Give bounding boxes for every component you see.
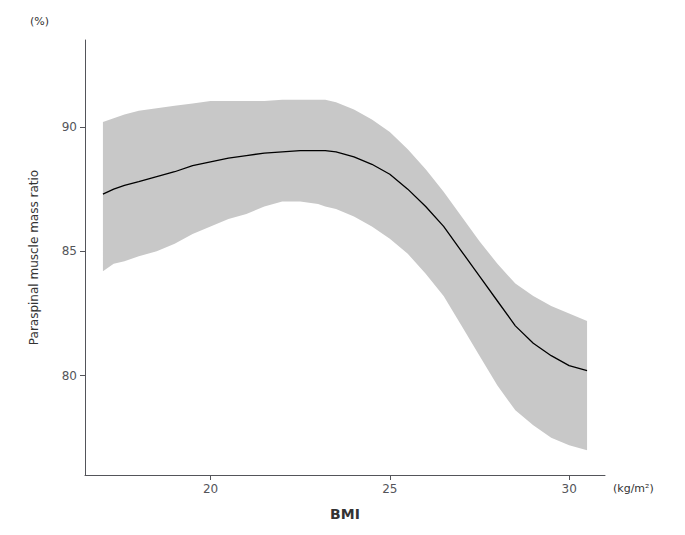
svg-text:85: 85: [62, 244, 77, 258]
svg-text:Paraspinal muscle mass ratio: Paraspinal muscle mass ratio: [27, 170, 41, 345]
svg-text:BMI: BMI: [330, 506, 360, 522]
svg-text:90: 90: [62, 120, 77, 134]
svg-text:(kg/m²): (kg/m²): [613, 482, 654, 495]
svg-text:20: 20: [203, 482, 218, 496]
svg-text:(%): (%): [30, 15, 49, 28]
svg-text:80: 80: [62, 369, 77, 383]
svg-text:25: 25: [382, 482, 397, 496]
svg-text:30: 30: [561, 482, 576, 496]
